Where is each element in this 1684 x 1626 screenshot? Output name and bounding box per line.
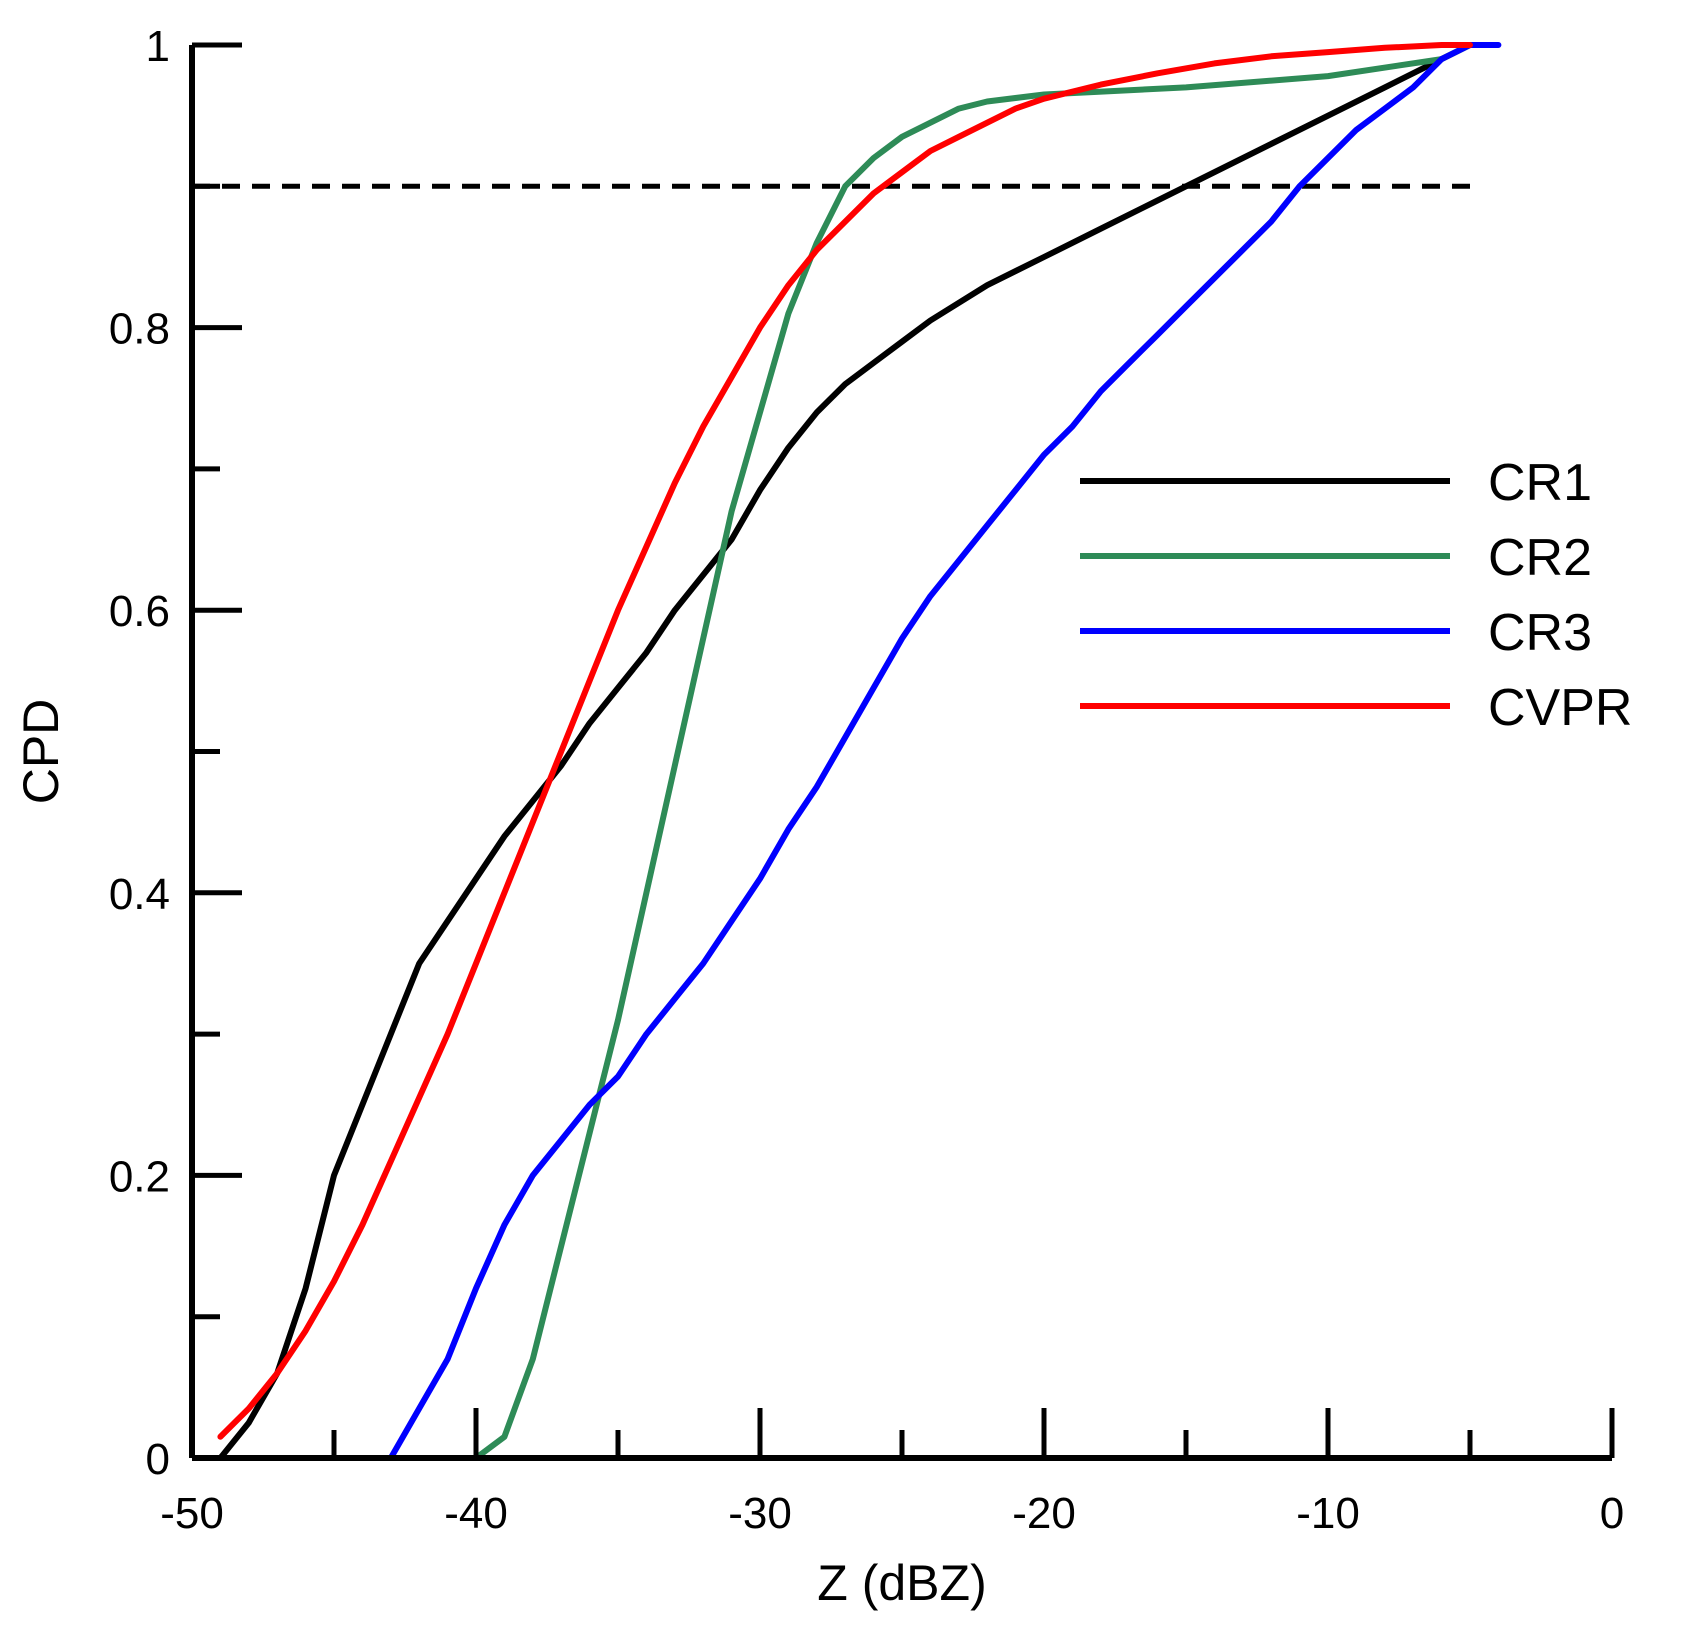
series-line-cr3 xyxy=(387,42,1502,1461)
series-line-cr2 xyxy=(473,42,1473,1461)
legend-label-cr1: CR1 xyxy=(1488,454,1592,512)
legend-label-cr2: CR2 xyxy=(1488,529,1592,587)
x-tick-label: -30 xyxy=(728,1489,792,1538)
x-tick-label: -40 xyxy=(444,1489,508,1538)
series-layer xyxy=(192,42,1502,1461)
axes-layer: 0 0.2 0.4 0.6 0.8 1 -50 -40 -30 -20 -10 0 Z (dBZ) CPD xyxy=(13,22,1624,1611)
x-tick-label: -10 xyxy=(1296,1489,1360,1538)
y-tick-label: 0 xyxy=(146,1435,170,1484)
y-tick-label: 1 xyxy=(146,22,170,71)
y-tick-label: 0.6 xyxy=(109,587,170,636)
legend-label-cr3: CR3 xyxy=(1488,604,1592,662)
legend: CR1 CR2 CR3 CVPR xyxy=(1080,454,1632,737)
x-tick-label: 0 xyxy=(1600,1489,1624,1538)
y-tick-label: 0.8 xyxy=(109,305,170,354)
y-axis-title: CPD xyxy=(13,699,69,805)
y-tick-label: 0.2 xyxy=(109,1152,170,1201)
x-tick-label: -20 xyxy=(1012,1489,1076,1538)
series-line-cr1 xyxy=(217,42,1473,1461)
y-tick-label: 0.4 xyxy=(109,870,170,919)
legend-label-cvpr: CVPR xyxy=(1488,679,1632,737)
series-line-cvpr xyxy=(217,42,1473,1440)
x-tick-label: -50 xyxy=(160,1489,224,1538)
x-axis-title: Z (dBZ) xyxy=(817,1555,986,1611)
